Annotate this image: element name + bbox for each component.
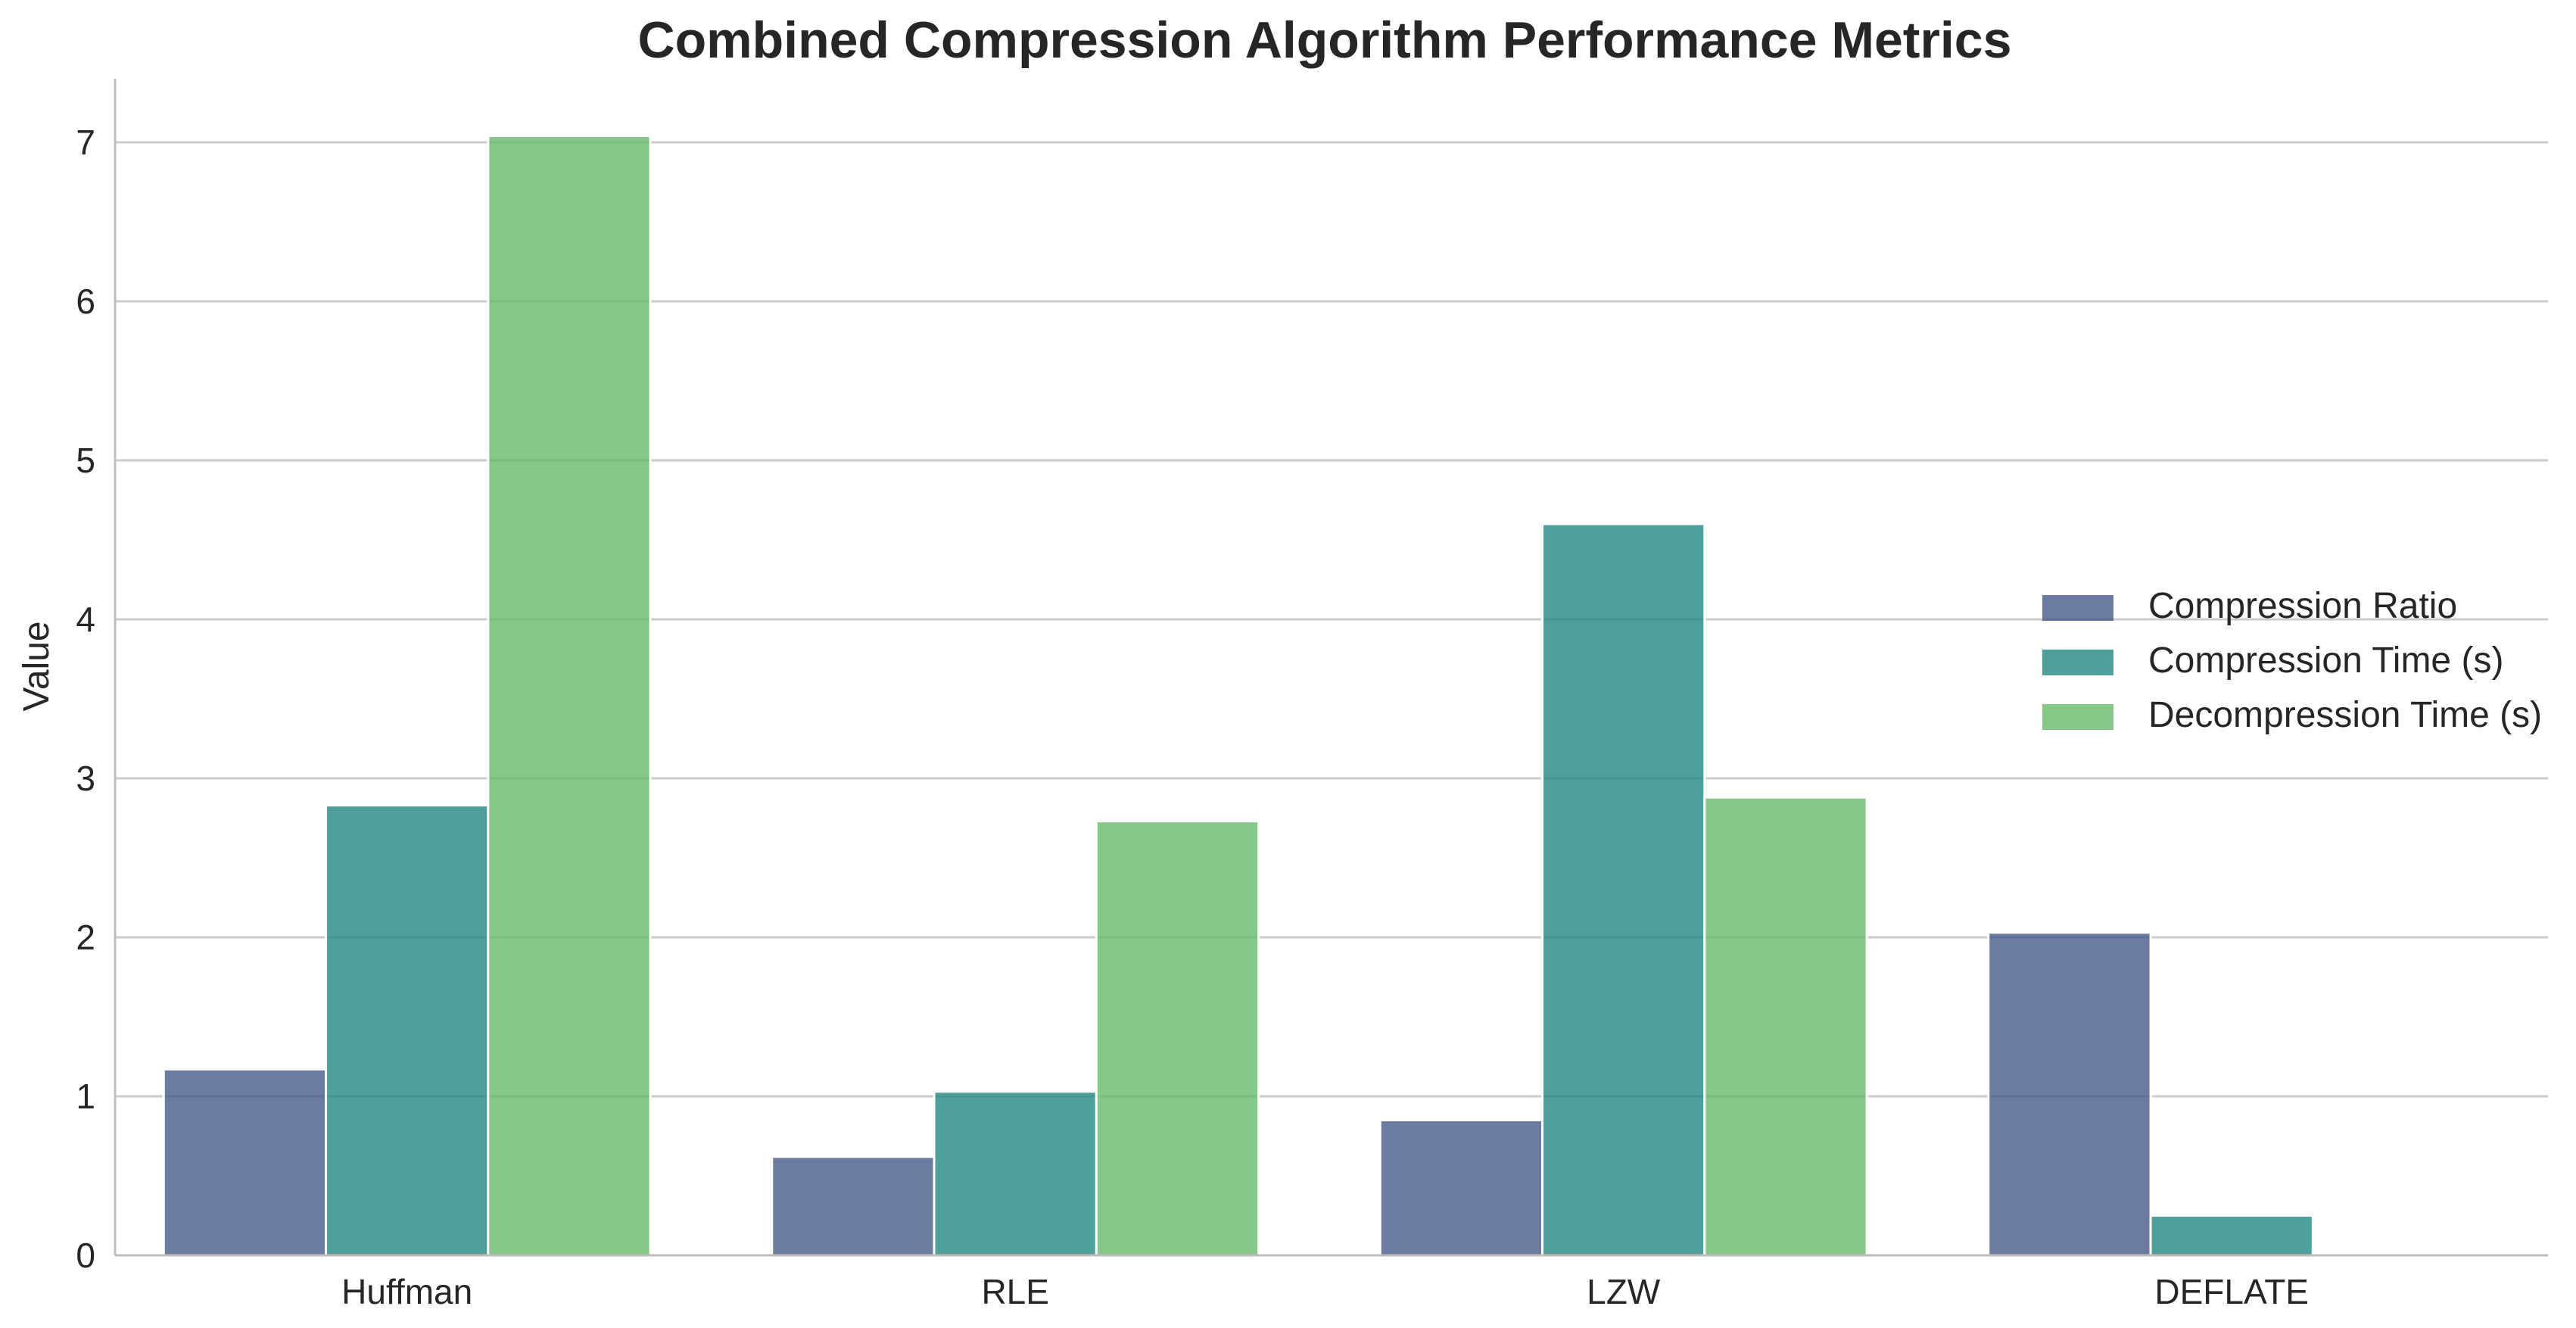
- y-axis-label: Value: [17, 621, 57, 711]
- legend-swatch: [2042, 595, 2113, 621]
- x-tick-label: RLE: [981, 1272, 1048, 1311]
- y-tick-label: 6: [76, 282, 95, 321]
- bar-huffman-0: [162, 1068, 328, 1257]
- x-tick-label: LZW: [1587, 1272, 1661, 1311]
- bar-lzw-1: [1541, 522, 1706, 1257]
- bar-lzw-2: [1703, 796, 1868, 1257]
- bar-deflate-1: [2149, 1214, 2314, 1257]
- bar-lzw-0: [1378, 1119, 1544, 1257]
- y-tick-label: 5: [76, 441, 95, 480]
- y-tick-label: 4: [76, 600, 95, 639]
- bar-rle-2: [1095, 820, 1260, 1257]
- legend-swatch: [2042, 704, 2113, 730]
- y-tick-label: 1: [76, 1077, 95, 1116]
- bar-rle-0: [771, 1155, 936, 1257]
- chart-title: Combined Compression Algorithm Performan…: [638, 11, 2012, 69]
- x-tick-label: Huffman: [341, 1272, 472, 1311]
- legend: Compression Ratio Compression Time (s) Dec…: [2042, 586, 2542, 735]
- bar-deflate-0: [1987, 931, 2152, 1257]
- y-tick-label: 3: [76, 759, 95, 798]
- axes: [114, 79, 2548, 1257]
- bar-huffman-1: [325, 804, 490, 1257]
- legend-label: Decompression Time (s): [2148, 695, 2542, 735]
- x-tick-labels: Huffman RLE LZW DEFLATE: [341, 1272, 2309, 1311]
- y-tick-label: 2: [76, 918, 95, 957]
- y-tick-label: 0: [76, 1236, 95, 1275]
- y-tick-label: 7: [76, 123, 95, 162]
- y-tick-labels: 0 1 2 3 4 5 6 7: [76, 123, 95, 1275]
- bars: [162, 135, 2477, 1257]
- x-tick-label: DEFLATE: [2154, 1272, 2309, 1311]
- bar-rle-1: [933, 1090, 1098, 1257]
- legend-swatch: [2042, 650, 2113, 675]
- legend-label: Compression Time (s): [2148, 641, 2503, 681]
- legend-label: Compression Ratio: [2148, 586, 2457, 626]
- bar-huffman-2: [487, 135, 652, 1257]
